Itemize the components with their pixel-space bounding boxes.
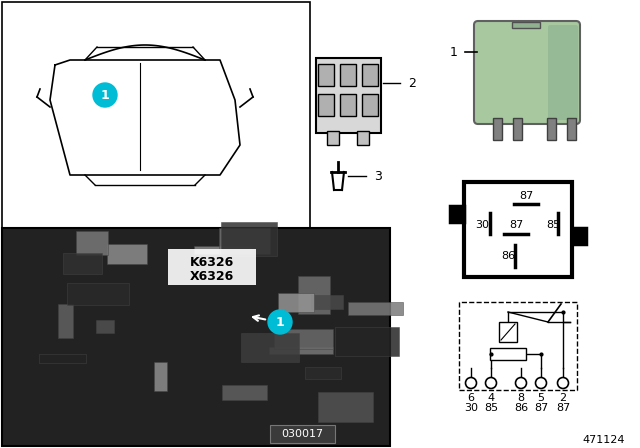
- Bar: [362, 64, 378, 86]
- Bar: [490, 348, 526, 360]
- Circle shape: [557, 378, 568, 388]
- Circle shape: [486, 378, 497, 388]
- Text: 86: 86: [514, 403, 528, 413]
- Bar: [513, 118, 522, 140]
- Text: 3: 3: [374, 169, 382, 182]
- Text: 030017: 030017: [281, 429, 323, 439]
- Bar: [96, 320, 114, 333]
- Text: X6326: X6326: [190, 270, 234, 283]
- Bar: [241, 333, 299, 362]
- Bar: [311, 295, 343, 309]
- Text: 2: 2: [559, 393, 566, 403]
- Circle shape: [536, 378, 547, 388]
- Bar: [512, 22, 540, 28]
- Bar: [154, 362, 167, 391]
- Text: 4: 4: [488, 393, 495, 403]
- Text: 1: 1: [450, 46, 458, 59]
- Bar: [168, 249, 256, 285]
- Bar: [335, 327, 399, 356]
- Circle shape: [93, 83, 117, 107]
- FancyBboxPatch shape: [548, 25, 578, 120]
- Bar: [269, 347, 333, 354]
- Bar: [547, 118, 556, 140]
- Text: 87: 87: [556, 403, 570, 413]
- Text: 1: 1: [100, 89, 109, 102]
- Bar: [357, 131, 369, 145]
- Text: 5: 5: [538, 393, 545, 403]
- Text: 2: 2: [408, 77, 416, 90]
- Bar: [499, 322, 517, 342]
- Bar: [493, 118, 502, 140]
- Text: 86: 86: [501, 251, 515, 261]
- Text: 6: 6: [467, 393, 474, 403]
- Bar: [2, 2, 310, 228]
- Circle shape: [268, 310, 292, 334]
- Bar: [298, 276, 330, 314]
- Bar: [107, 244, 147, 264]
- Bar: [305, 367, 341, 379]
- Text: K6326: K6326: [190, 257, 234, 270]
- Text: 30: 30: [464, 403, 478, 413]
- Bar: [222, 385, 267, 400]
- Bar: [270, 425, 335, 443]
- Bar: [2, 228, 390, 446]
- Bar: [340, 94, 356, 116]
- Bar: [318, 392, 373, 422]
- Bar: [572, 228, 586, 244]
- Bar: [63, 253, 102, 274]
- Text: 85: 85: [484, 403, 498, 413]
- Bar: [318, 94, 334, 116]
- Bar: [362, 94, 378, 116]
- Bar: [219, 228, 270, 254]
- Bar: [340, 64, 356, 86]
- Bar: [274, 329, 333, 349]
- Bar: [58, 304, 73, 338]
- Text: 87: 87: [534, 403, 548, 413]
- Text: 30: 30: [475, 220, 489, 230]
- Circle shape: [515, 378, 527, 388]
- Bar: [194, 246, 252, 254]
- Bar: [39, 354, 86, 363]
- Text: 1: 1: [276, 315, 284, 328]
- Bar: [278, 293, 314, 312]
- Text: 471124: 471124: [582, 435, 625, 445]
- Bar: [327, 131, 339, 145]
- Bar: [348, 302, 403, 315]
- FancyBboxPatch shape: [474, 21, 580, 124]
- Bar: [76, 231, 108, 255]
- Text: 85: 85: [546, 220, 560, 230]
- Bar: [450, 206, 464, 222]
- Text: 87: 87: [519, 191, 533, 201]
- Bar: [459, 302, 577, 390]
- Bar: [318, 64, 334, 86]
- Bar: [67, 283, 129, 305]
- Circle shape: [465, 378, 477, 388]
- Text: 87: 87: [509, 220, 523, 230]
- Bar: [567, 118, 576, 140]
- Bar: [221, 222, 277, 256]
- Bar: [316, 58, 381, 133]
- Bar: [464, 182, 572, 277]
- Text: 8: 8: [517, 393, 525, 403]
